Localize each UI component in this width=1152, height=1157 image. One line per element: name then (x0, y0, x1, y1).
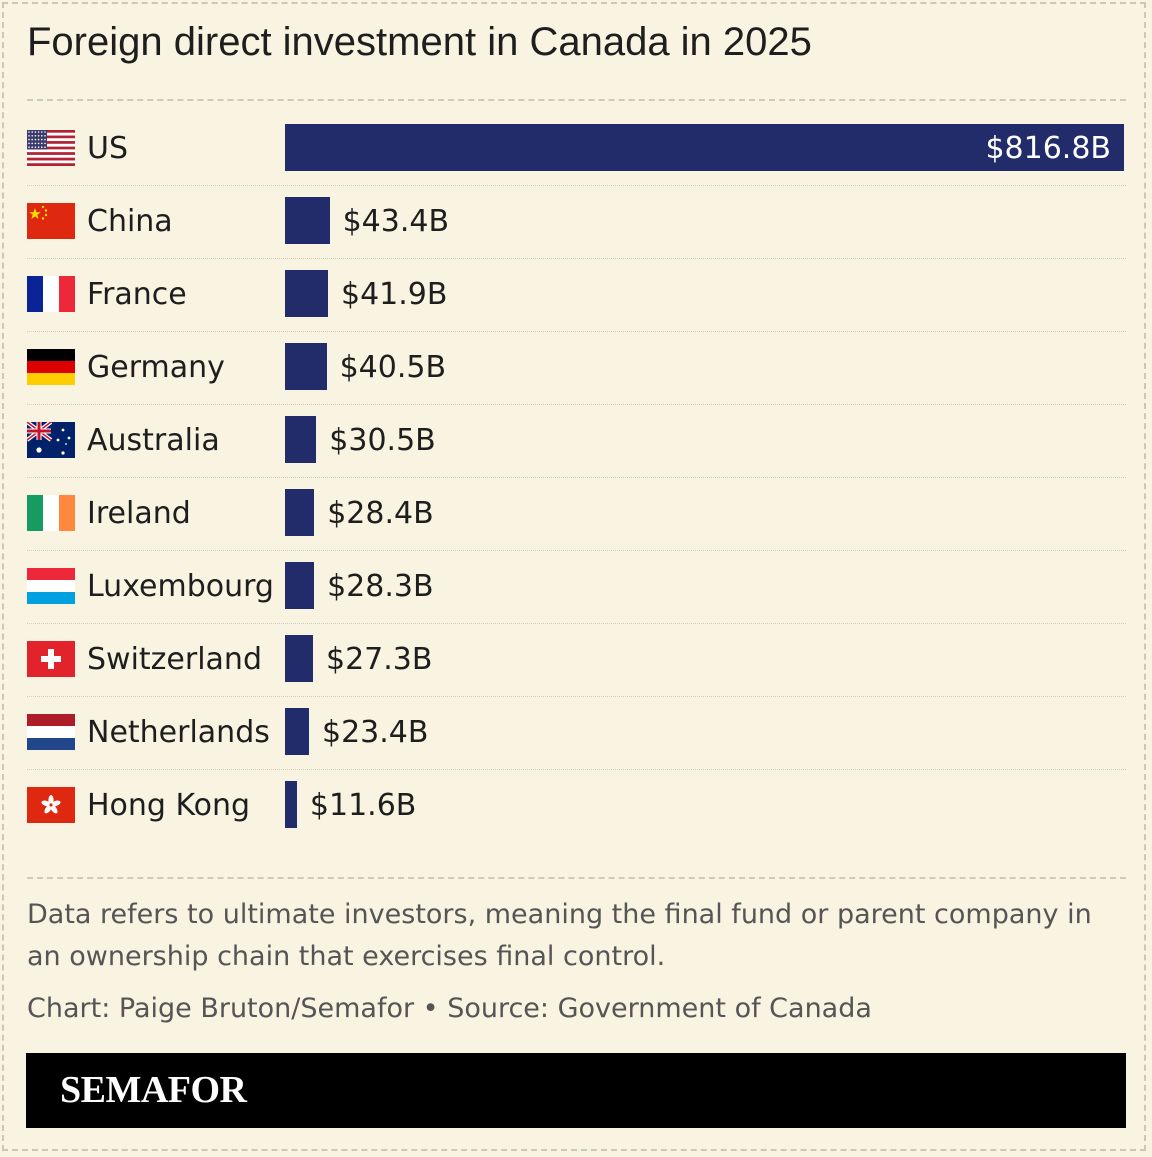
netherlands-flag-icon (27, 714, 75, 750)
value-label: $43.4B (342, 204, 450, 239)
bar-australia (285, 416, 317, 463)
category-label: US (87, 131, 129, 166)
china-flag-icon (27, 203, 75, 239)
france-flag-icon (27, 276, 75, 312)
row-divider (27, 623, 1126, 624)
bar-row-germany: Germany $40.5B (27, 331, 1126, 404)
row-divider (27, 331, 1126, 332)
row-divider (27, 696, 1126, 697)
category-label: Hong Kong (87, 788, 251, 823)
category-label: Switzerland (87, 642, 262, 677)
semafor-logo: SEMAFOR (60, 1069, 247, 1111)
category-label: France (87, 277, 187, 312)
bar-row-ireland: Ireland $28.4B (27, 477, 1126, 550)
title-divider (27, 99, 1126, 101)
bar-netherlands (285, 708, 309, 755)
category-label: China (87, 204, 173, 239)
germany-flag-icon (27, 349, 75, 385)
bar-row-us: US $816.8B (27, 112, 1126, 185)
switzerland-flag-icon (27, 641, 75, 677)
hong-kong-flag-icon (27, 787, 75, 823)
bar-ireland (285, 489, 315, 536)
bar-luxembourg (285, 562, 315, 609)
notes-divider (27, 877, 1126, 879)
bar-china (285, 197, 330, 244)
value-label: $23.4B (322, 715, 429, 750)
value-label: $27.3B (326, 642, 433, 677)
chart-note: Data refers to ultimate investors, meani… (27, 899, 1092, 972)
row-divider (27, 404, 1126, 405)
us-flag-icon (27, 130, 75, 166)
value-label: $28.3B (327, 569, 434, 604)
chart-credit: Chart: Paige Bruton/Semafor • Source: Go… (27, 993, 872, 1024)
category-label: Ireland (87, 496, 191, 531)
row-divider (27, 550, 1126, 551)
category-label: Luxembourg (87, 569, 274, 604)
footer-bar: SEMAFOR (26, 1053, 1126, 1128)
row-divider (27, 477, 1126, 478)
luxembourg-flag-icon (27, 568, 75, 604)
chart-title: Foreign direct investment in Canada in 2… (27, 20, 812, 64)
category-label: Australia (87, 423, 220, 458)
bar-row-netherlands: Netherlands $23.4B (27, 696, 1126, 769)
bar-us (285, 124, 1124, 171)
row-divider (27, 769, 1126, 770)
category-label: Germany (87, 350, 225, 385)
value-label: $41.9B (341, 277, 448, 312)
bar-row-france: France $41.9B (27, 258, 1126, 331)
value-label: $40.5B (339, 350, 447, 385)
value-label: $28.4B (327, 496, 434, 531)
bar-row-luxembourg: Luxembourg $28.3B (27, 550, 1126, 623)
bar-switzerland (285, 635, 313, 682)
bar-row-hong-kong: Hong Kong $11.6B (27, 769, 1126, 842)
ireland-flag-icon (27, 495, 75, 531)
bar-france (285, 270, 328, 317)
value-label: $30.5B (329, 423, 436, 458)
row-divider (27, 185, 1126, 186)
value-label: $11.6B (309, 788, 417, 823)
value-label: $816.8B (985, 131, 1111, 166)
bar-row-switzerland: Switzerland $27.3B (27, 623, 1126, 696)
australia-flag-icon (27, 422, 75, 458)
bar-row-china: China $43.4B (27, 185, 1126, 258)
row-divider (27, 258, 1126, 259)
bar-hong-kong (285, 781, 297, 828)
bar-germany (285, 343, 327, 390)
bar-row-australia: Australia $30.5B (27, 404, 1126, 477)
category-label: Netherlands (87, 715, 270, 750)
